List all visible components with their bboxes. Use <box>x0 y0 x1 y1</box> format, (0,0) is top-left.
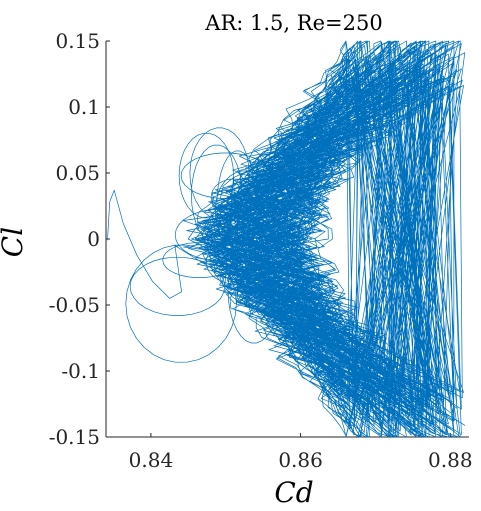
y-tick-label: -0.15 <box>49 425 100 449</box>
x-tick-label: 0.88 <box>428 448 473 472</box>
chart-title: AR: 1.5, Re=250 <box>204 11 382 35</box>
y-tick-label: 0 <box>87 227 100 251</box>
y-tick-label: -0.05 <box>49 293 100 317</box>
x-axis-ticks: 0.84 0.86 0.88 <box>129 433 473 472</box>
y-tick-label: 0.05 <box>55 161 100 185</box>
y-tick-label: 0.1 <box>68 95 100 119</box>
y-tick-label: 0.15 <box>55 29 100 53</box>
y-tick-label: -0.1 <box>61 359 100 383</box>
x-tick-label: 0.84 <box>129 448 174 472</box>
x-axis-label: Cd <box>274 476 313 509</box>
y-axis-ticks: -0.15 -0.1 -0.05 0 0.05 0.1 0.15 <box>49 29 110 449</box>
x-tick-label: 0.86 <box>278 448 323 472</box>
y-axis-label: Cl <box>0 227 29 257</box>
series-trajectory-line <box>107 40 466 438</box>
plot-area <box>107 40 466 438</box>
